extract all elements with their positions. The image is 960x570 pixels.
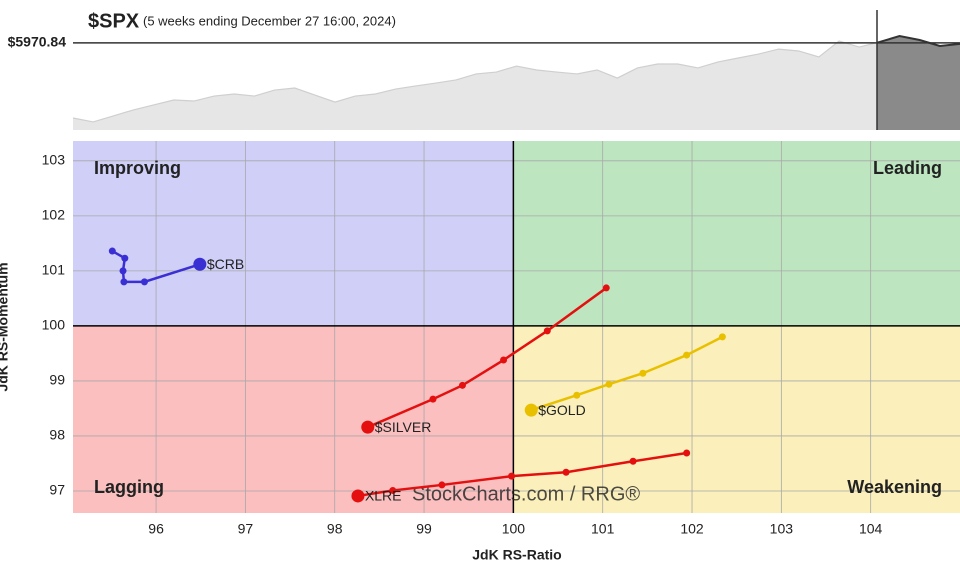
y-tick-label: 100: [42, 317, 66, 333]
series-label: $GOLD: [538, 402, 585, 418]
tail-point: [429, 395, 437, 403]
spx-strip: $5970.84: [8, 10, 960, 130]
tail-point: [639, 369, 647, 377]
x-tick-label: 96: [148, 521, 164, 537]
tail-point: [718, 333, 726, 341]
tail-point: [120, 278, 128, 286]
quadrant: [73, 325, 514, 513]
rrg-chart: 96 97 98 99 100 101 102 103 104 97 98 99 100 101 102 10…: [42, 141, 960, 537]
series-label: $SILVER: [375, 419, 432, 435]
tail-point: [562, 468, 570, 476]
tail-point: [508, 472, 516, 480]
x-tick-label: 100: [502, 521, 526, 537]
head-point: [351, 489, 365, 503]
spx-title: $SPX: [88, 10, 140, 32]
y-axis-label: JdK RS-Momentum: [0, 262, 11, 391]
spx-line: [72, 35, 960, 123]
tail-point: [543, 327, 551, 335]
tail-point: [458, 381, 466, 389]
tail-point: [389, 486, 397, 494]
x-tick-label: 102: [680, 521, 704, 537]
quadrant-label: Improving: [94, 158, 181, 178]
tail-point: [121, 254, 129, 262]
spx-area: [73, 36, 960, 130]
x-tick-label: 97: [238, 521, 254, 537]
quadrant-label: Leading: [873, 158, 942, 178]
window-area: [877, 36, 960, 130]
series-label: $CRB: [207, 256, 244, 272]
y-tick-label: 97: [49, 482, 65, 498]
x-axis-label: JdK RS-Ratio: [472, 547, 561, 563]
x-tick-label: 99: [416, 521, 432, 537]
y-tick-label: 103: [42, 152, 66, 168]
x-tick-label: 104: [859, 521, 883, 537]
quadrant: [513, 141, 960, 326]
last-price-label: $5970.84: [8, 34, 67, 50]
watermark: StockCharts.com / RRG®: [412, 483, 640, 505]
tail-point: [573, 391, 581, 399]
head-point: [193, 257, 207, 271]
y-tick-label: 101: [42, 262, 66, 278]
x-tick-label: 98: [327, 521, 343, 537]
tail-point: [602, 284, 610, 292]
tail-point: [500, 356, 508, 364]
quadrant-label: Lagging: [94, 477, 164, 497]
y-tick-label: 98: [49, 427, 65, 443]
tail-line: [530, 335, 723, 412]
quadrant-label: Weakening: [847, 477, 942, 497]
tail-point: [629, 457, 637, 465]
tail-point: [683, 449, 691, 457]
tail-line: [367, 286, 608, 429]
tail-point: [108, 247, 116, 255]
tail-point: [683, 351, 691, 359]
head-point: [524, 403, 538, 417]
series-label: XLRE: [365, 488, 402, 504]
quadrant: [73, 141, 514, 326]
tail-point: [605, 380, 613, 388]
y-tick-label: 102: [42, 207, 66, 223]
quadrant: [513, 325, 960, 513]
head-point: [361, 420, 375, 434]
tail-point: [438, 481, 446, 489]
tail-point: [140, 278, 148, 286]
spx-subtitle: (5 weeks ending December 27 16:00, 2024): [143, 13, 396, 28]
x-tick-label: 101: [591, 521, 615, 537]
tail-point: [119, 267, 127, 275]
y-tick-label: 99: [49, 372, 65, 388]
x-tick-label: 103: [770, 521, 794, 537]
